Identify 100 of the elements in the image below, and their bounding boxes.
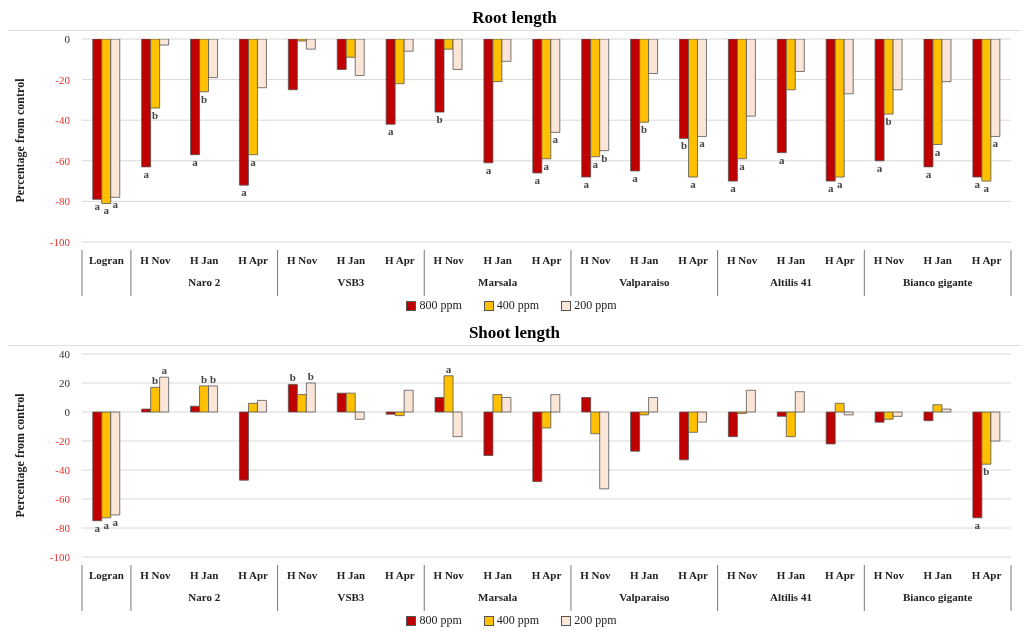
y-tick-label: -100 [49,551,71,563]
y-tick-label: -60 [55,493,71,505]
legend-label: 200 ppm [574,298,617,313]
data-label: b [641,123,648,136]
data-label: a [241,186,248,199]
y-tick-label: -80 [55,522,71,534]
y-tick-label: -80 [55,195,71,208]
x-tick-label: Logran [89,569,124,581]
x-tick-label: H Nov [140,569,171,581]
x-tick-label: H Apr [531,569,562,581]
x-tick-label: H Apr [384,569,415,581]
data-label: a [112,198,119,211]
data-label: b [152,109,159,122]
data-label: a [992,137,999,150]
x-tick-label: H Nov [580,569,612,581]
data-label: b [289,371,296,384]
y-tick-label: 0 [64,406,71,418]
x-tick-label: H Nov [286,254,318,266]
data-label: a [94,521,101,534]
x-tick-label: H Apr [238,254,269,266]
data-label: b [601,151,608,164]
chart-title: Root length [8,8,1021,31]
text: Valparaiso [619,276,670,288]
x-tick-label: H Nov [726,569,758,581]
data-label: a [974,518,981,531]
y-tick-label: -40 [55,114,71,127]
legend-label: 400 ppm [496,613,540,628]
x-tick-label: H Apr [384,254,415,266]
data-label: b [209,372,217,385]
legend-label: 200 ppm [574,613,617,628]
data-label: a [876,161,883,174]
data-label: a [387,125,394,138]
y-tick-label: 40 [59,348,71,360]
x-tick-label: H Apr [825,254,855,266]
x-tick-label: H Nov [726,254,758,266]
y-tick-label: -20 [55,73,71,86]
x-tick-label: H Jan [630,254,659,266]
data-label: b [200,92,208,105]
x-tick-label: H Jan [776,569,806,581]
data-label: a [192,155,199,168]
text: Altilis 41 [770,591,812,603]
text: Altilis 41 [770,276,812,288]
x-tick-label: H Apr [678,254,709,266]
data-label: a [143,167,150,180]
data-label: b [152,374,159,387]
x-tick-label: H Apr [971,254,1002,266]
text: Bianco gigante [902,276,973,288]
data-label: a [552,133,559,146]
legend-label: 800 ppm [419,613,462,628]
data-label: a [983,182,990,195]
data-label: a [699,137,706,150]
x-tick-label: H Nov [580,254,612,266]
x-tick-label: H Nov [873,254,905,266]
x-tick-label: H Nov [873,569,905,581]
y-tick-label: -100 [49,236,71,248]
data-label: a [827,182,834,195]
x-tick-label: H Apr [825,569,855,581]
x-tick-label: H Nov [433,569,465,581]
text: Marsala [478,276,518,288]
y-tick-label: 20 [59,377,71,389]
y-axis-title: Percentage from control [13,392,28,518]
x-tick-label: H Apr [238,569,269,581]
legend-label: 800 ppm [419,298,462,313]
data-label: a [103,518,110,531]
data-label: a [543,159,550,172]
data-label: a [583,178,590,191]
text: Valparaiso [619,591,670,603]
x-tick-label: H Jan [336,569,366,581]
data-label: b [307,370,314,382]
data-label: a [112,515,119,528]
data-label: a [690,178,697,191]
data-label: a [445,362,452,375]
x-tick-label: H Jan [483,254,512,266]
data-label: b [885,115,892,128]
x-tick-label: H Nov [433,254,465,266]
x-tick-label: H Apr [678,569,709,581]
x-tick-label: H Jan [630,569,659,581]
data-label: a [836,178,843,191]
data-label: b [983,465,990,478]
x-tick-label: H Nov [140,254,171,266]
data-label: b [200,372,208,385]
y-tick-label: -60 [55,154,71,167]
data-label: a [730,182,737,195]
legend-label: 400 ppm [496,298,540,313]
data-label: a [925,167,932,180]
text: Bianco gigante [902,591,973,603]
text: Marsala [478,591,518,603]
x-tick-label: H Apr [971,569,1002,581]
data-label: a [934,145,941,158]
text: Naro 2 [188,276,221,288]
data-label: a [592,157,599,170]
chart-title: Shoot length [8,323,1021,346]
data-label: a [485,163,492,176]
text: Naro 2 [188,591,221,603]
x-tick-label: Logran [89,254,124,266]
text: VSB3 [337,276,365,288]
data-label: a [94,200,101,213]
data-label: b [436,113,443,126]
x-tick-label: H Jan [483,569,512,581]
x-tick-label: H Nov [286,569,318,581]
